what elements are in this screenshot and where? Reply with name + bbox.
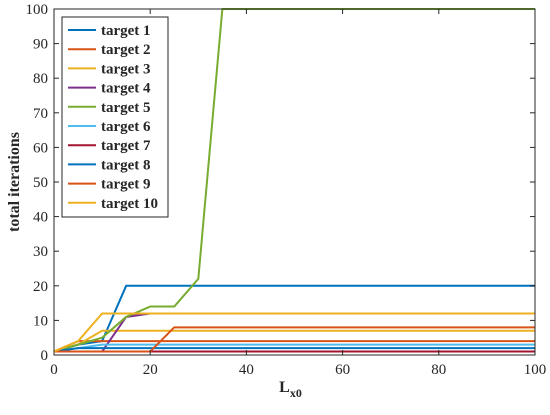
y-axis-label: total iterations — [6, 132, 23, 232]
series-line-2 — [53, 340, 535, 353]
x-tick-label: 60 — [335, 362, 350, 378]
legend-label: target 4 — [101, 81, 151, 97]
x-axis-label: Lx0 — [279, 379, 302, 400]
x-axis-label-main: L — [279, 379, 290, 396]
series-line-9 — [54, 326, 535, 353]
series-line-10 — [53, 312, 535, 353]
y-tick-label: 0 — [41, 348, 49, 364]
x-tick-label: 40 — [239, 362, 254, 378]
y-tick-label: 50 — [33, 175, 48, 191]
y-tick-label: 80 — [33, 71, 48, 87]
y-tick-label: 10 — [33, 313, 48, 329]
legend-label: target 10 — [101, 196, 158, 212]
x-tick-label: 20 — [143, 362, 158, 378]
y-tick-label: 70 — [33, 106, 48, 122]
legend-label: target 2 — [101, 42, 151, 58]
y-tick-label: 30 — [33, 244, 48, 260]
legend-label: target 8 — [101, 157, 151, 173]
series-line-8 — [53, 347, 535, 353]
x-tick-label: 0 — [50, 362, 58, 378]
legend-label: target 1 — [101, 23, 151, 39]
y-tick-label: 60 — [33, 140, 48, 156]
legend-label: target 3 — [101, 61, 151, 77]
series-line-5 — [53, 8, 535, 353]
legend-label: target 7 — [101, 138, 151, 154]
legend: target 1 target 2 target 3 target 4 target 5… — [61, 16, 169, 218]
ticks-layer: 0 20 40 60 80 100 0 10 20 30 40 50 60 70 80 90 100 — [26, 2, 547, 378]
y-tick-label: 100 — [26, 2, 49, 18]
x-tick-label: 100 — [524, 362, 547, 378]
y-tick-label: 90 — [33, 37, 48, 53]
legend-label: target 6 — [101, 119, 151, 135]
legend-label: target 5 — [101, 100, 151, 116]
y-tick-label: 20 — [33, 279, 48, 295]
series-line-4 — [54, 312, 535, 353]
x-tick-label: 80 — [431, 362, 446, 378]
y-tick-label: 40 — [33, 210, 48, 226]
series-layer — [53, 8, 535, 353]
legend-label: target 9 — [101, 177, 151, 193]
x-axis-label-subscript: x0 — [290, 386, 302, 400]
